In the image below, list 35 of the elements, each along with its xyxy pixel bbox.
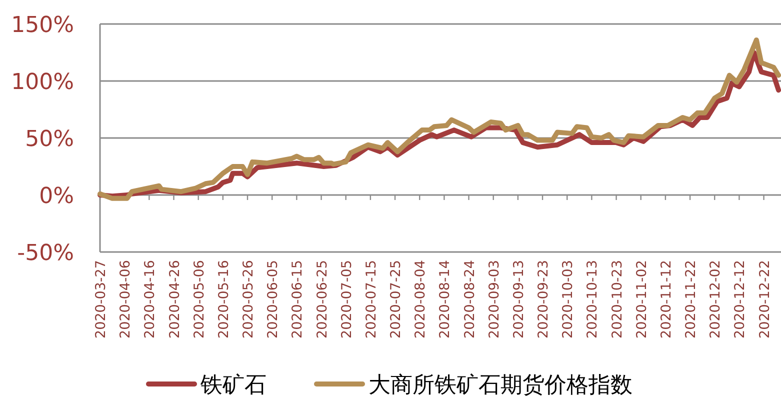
x-tick-label: 2020-10-03 <box>560 260 576 338</box>
legend-label: 大商所铁矿石期货价格指数 <box>368 373 632 398</box>
x-tick-label: 2020-12-12 <box>732 260 748 338</box>
x-tick-label: 2020-07-15 <box>363 260 380 338</box>
x-tick-label: 2020-09-23 <box>536 260 552 338</box>
x-tick-label: 2020-08-24 <box>462 260 478 338</box>
x-tick-label: 2020-05-06 <box>191 260 208 338</box>
x-tick-label: 2020-10-13 <box>584 260 601 338</box>
x-tick-label: 2020-05-26 <box>240 260 257 338</box>
x-tick-label: 2020-11-02 <box>634 260 650 338</box>
y-tick-label: 50% <box>25 127 74 152</box>
x-tick-label: 2020-09-03 <box>486 260 502 338</box>
x-tick-label: 2020-12-02 <box>708 260 724 338</box>
x-tick-label: 2020-09-13 <box>510 260 527 338</box>
y-tick-label: -50% <box>17 241 74 266</box>
y-tick-label: 0% <box>39 184 74 209</box>
x-tick-label: 2020-06-15 <box>290 260 306 338</box>
x-tick-label: 2020-11-12 <box>658 260 674 338</box>
y-tick-label: 150% <box>11 13 74 38</box>
legend-label: 铁矿石 <box>200 373 266 398</box>
x-tick-label: 2020-07-25 <box>388 260 404 338</box>
x-tick-label: 2020-04-26 <box>166 260 183 338</box>
x-tick-label: 2020-12-22 <box>756 260 773 338</box>
x-tick-label: 2020-04-16 <box>142 260 158 338</box>
x-tick-label: 2020-03-27 <box>93 260 109 338</box>
y-tick-label: 100% <box>11 70 74 95</box>
x-tick-label: 2020-08-04 <box>412 260 429 338</box>
x-tick-label: 2020-08-14 <box>437 260 454 338</box>
x-tick-label: 2020-07-05 <box>338 260 355 338</box>
x-tick-label: 2020-11-22 <box>683 260 700 338</box>
x-tick-label: 2020-06-05 <box>265 260 282 338</box>
x-tick-label: 2020-04-06 <box>118 260 134 338</box>
x-tick-label: 2020-10-23 <box>609 260 626 338</box>
x-tick-label: 2020-06-25 <box>314 260 330 338</box>
x-tick-label: 2020-05-16 <box>216 260 232 338</box>
